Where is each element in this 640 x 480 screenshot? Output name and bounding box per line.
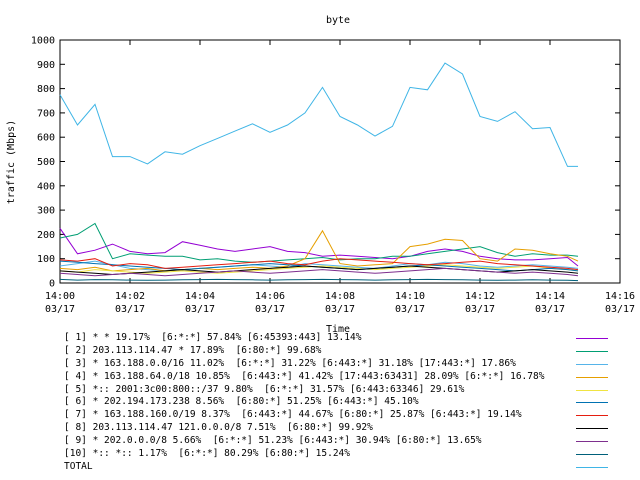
legend-label: [ 9] * 202.0.0.0/8 5.66% [6:*:*] 51.23% …	[64, 435, 482, 447]
legend-swatch	[576, 338, 608, 339]
series-line-2	[59, 222, 579, 263]
series-lines	[59, 62, 579, 282]
x-tick-date-label: 03/17	[45, 304, 75, 315]
x-tick-time-label: 14:08	[325, 291, 355, 302]
y-tick-label: 700	[37, 108, 55, 119]
y-tick-label: 900	[37, 60, 55, 71]
legend-label: [ 2] 203.113.114.47 * 17.89% [6:80:*] 99…	[64, 344, 322, 356]
x-tick-time-label: 14:16	[605, 291, 635, 302]
series-line-10	[59, 278, 579, 282]
x-tick-date-label: 03/17	[185, 304, 215, 315]
x-tick-date-label: 03/17	[395, 304, 425, 315]
plot-frame	[59, 39, 621, 284]
series-line-5	[59, 264, 579, 274]
legend-label: [10] *:: *:: 1.17% [6:*:*] 80.29% [6:80:…	[64, 448, 350, 460]
x-tick-time-label: 14:10	[395, 291, 425, 302]
series-line-1	[59, 228, 579, 267]
legend-swatch	[576, 363, 608, 365]
y-axis-ticks: 0 100 200 300 400 500 600 700 800 900 1000	[31, 36, 620, 290]
legend-swatch	[576, 402, 608, 404]
x-tick-time-label: 14:02	[115, 291, 145, 302]
legend-swatch	[576, 441, 608, 443]
x-tick-time-label: 14:00	[45, 291, 75, 302]
legend-item: [ 9] * 202.0.0.0/8 5.66% [6:*:*] 51.23% …	[64, 435, 640, 448]
legend-swatch	[576, 466, 608, 468]
legend-swatch	[576, 415, 608, 417]
x-tick-date-label: 03/17	[465, 304, 495, 315]
legend-label: TOTAL	[64, 460, 93, 472]
legend-item: [ 7] * 163.188.160.0/19 8.37% [6:443:*] …	[64, 409, 640, 422]
series-line-3	[59, 260, 579, 272]
x-axis-ticks: 14:00 03/17 14:02 03/17 14:04 03/17 14:06 03/17…	[45, 40, 635, 315]
series-line-11	[59, 62, 578, 167]
x-tick-time-label: 14:04	[185, 291, 215, 302]
chart-title: byte	[326, 15, 350, 26]
legend-item: [ 8] 203.113.114.47 121.0.0.0/8 7.51% [6…	[64, 422, 640, 435]
y-tick-label: 0	[49, 279, 55, 290]
legend-item: [ 6] * 202.194.173.238 8.56% [6:80:*] 51…	[64, 396, 640, 409]
legend-label: [ 8] 203.113.114.47 121.0.0.0/8 7.51% [6…	[64, 422, 373, 434]
legend-swatch	[576, 428, 608, 430]
x-tick-date-label: 03/17	[325, 304, 355, 315]
x-tick-time-label: 14:06	[255, 291, 285, 302]
x-tick-time-label: 14:14	[535, 291, 565, 302]
y-tick-label: 300	[37, 206, 55, 217]
legend-label: [ 7] * 163.188.160.0/19 8.37% [6:443:*] …	[64, 409, 522, 421]
series-line-9	[59, 267, 579, 277]
legend-label: [ 1] * * 19.17% [6:*:*] 57.84% [6:45393:…	[64, 332, 362, 343]
legend-swatch	[576, 376, 608, 378]
y-tick-label: 400	[37, 181, 55, 192]
series-line-4	[59, 229, 579, 272]
legend-item: TOTAL	[64, 461, 640, 474]
x-axis-label: Time	[326, 324, 350, 335]
y-tick-label: 500	[37, 157, 55, 168]
series-line-7	[59, 258, 579, 271]
legend-swatch	[576, 454, 608, 456]
legend-item: [ 3] * 163.188.0.0/16 11.02% [6:*:*] 31.…	[64, 358, 640, 371]
legend-label: [ 3] * 163.188.0.0/16 11.02% [6:*:*] 31.…	[64, 357, 516, 369]
y-tick-label: 100	[37, 254, 55, 265]
y-axis-label: traffic (Mbps)	[6, 120, 17, 204]
y-tick-label: 1000	[31, 36, 55, 47]
legend-label: [ 6] * 202.194.173.238 8.56% [6:80:*] 51…	[64, 396, 419, 408]
plot-border	[59, 39, 621, 284]
x-tick-time-label: 14:12	[465, 291, 495, 302]
legend-item: [ 4] * 163.188.64.0/18 10.85% [6:443:*] …	[64, 371, 640, 384]
legend-label: [ 4] * 163.188.64.0/18 10.85% [6:443:*] …	[64, 370, 545, 382]
x-tick-date-label: 03/17	[605, 304, 635, 315]
y-tick-label: 200	[37, 230, 55, 241]
legend-swatch	[576, 350, 608, 352]
legend: [ 1] * * 19.17% [6:*:*] 57.84% [6:45393:…	[64, 332, 640, 474]
y-tick-label: 800	[37, 84, 55, 95]
x-tick-date-label: 03/17	[115, 304, 145, 315]
legend-label: [ 5] *:: 2001:3c00:800::/37 9.80% [6:*:*…	[64, 383, 465, 395]
legend-item: [10] *:: *:: 1.17% [6:*:*] 80.29% [6:80:…	[64, 448, 640, 461]
legend-item: [ 2] 203.113.114.47 * 17.89% [6:80:*] 99…	[64, 345, 640, 358]
y-tick-label: 600	[37, 133, 55, 144]
legend-item: [ 5] *:: 2001:3c00:800::/37 9.80% [6:*:*…	[64, 384, 640, 397]
legend-item: [ 1] * * 19.17% [6:*:*] 57.84% [6:45393:…	[64, 332, 640, 345]
legend-swatch	[576, 389, 608, 391]
x-tick-date-label: 03/17	[535, 304, 565, 315]
x-tick-date-label: 03/17	[255, 304, 285, 315]
